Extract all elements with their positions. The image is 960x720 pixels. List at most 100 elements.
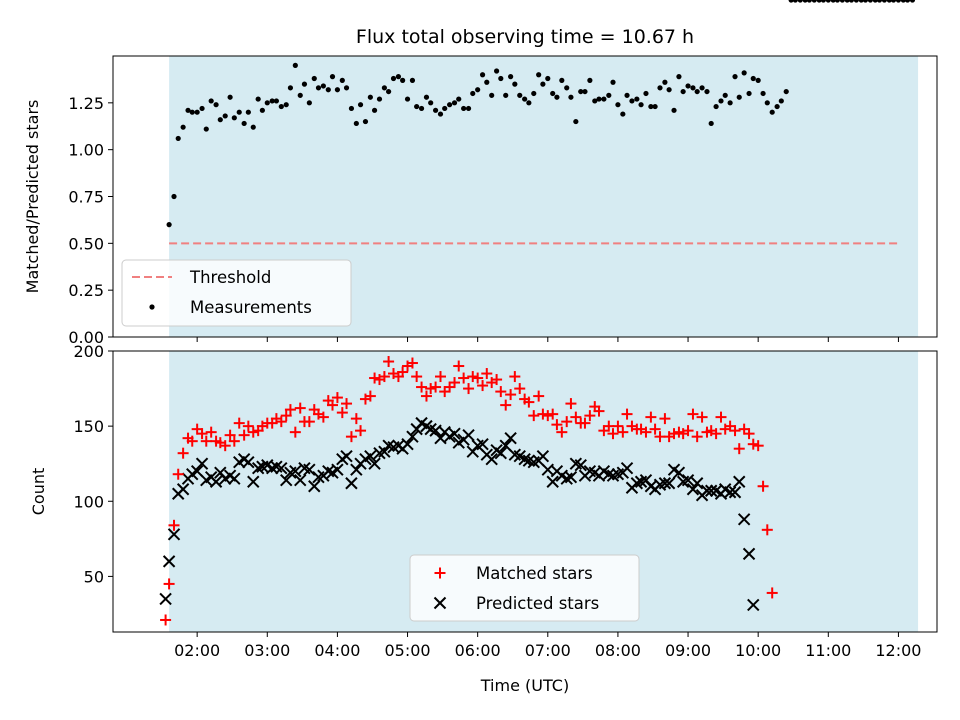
legend-box [409,554,640,622]
measurement-point [872,0,878,3]
predicted-stars-point [747,598,760,612]
predicted-stars-point [476,437,489,451]
matched-stars-point [766,587,778,599]
predicted-stars-point [494,446,508,460]
matched-stars-point [350,413,362,425]
measurement-point [423,94,430,100]
matched-stars-point [729,425,741,437]
matched-stars-point [326,399,338,411]
measurement-point [601,96,607,102]
measurement-point [769,109,775,115]
measurement-point [536,72,542,78]
measurement-point [792,0,798,3]
predicted-stars-point [574,458,587,472]
predicted-stars-point [620,462,634,475]
measurement-point [287,85,294,91]
legend-box [121,259,352,327]
measurement-point [259,107,265,113]
matched-stars-point [430,381,442,393]
measurement-point [508,74,514,80]
marker-stroke [331,463,344,476]
measurement-point [853,0,859,3]
matched-stars-point [416,381,428,393]
marker-stroke [518,452,531,466]
measurement-point [596,96,602,102]
measurement-point [273,98,279,104]
matched-stars-point [547,408,559,420]
marker-stroke [401,437,414,451]
x-axis-label: Time (UTC) [480,676,569,695]
measurement-point [479,72,486,78]
measurement-point [213,102,219,108]
predicted-stars-point [564,471,578,484]
measurement-point [666,87,672,93]
predicted-stars-point [504,431,517,445]
measurement-point [876,0,883,3]
y-tick-label: 0.75 [68,188,104,207]
marker-stroke [602,468,616,481]
marker-stroke [681,474,695,487]
measurement-point [171,193,177,200]
predicted-stars-point [406,430,419,443]
marker-stroke [583,465,597,478]
marker-stroke [494,446,508,460]
measurement-point [694,88,700,95]
measurement-point [610,79,616,85]
matched-stars-point [163,578,175,590]
measurement-point [376,96,383,102]
predicted-stars-point [209,475,223,488]
measurement-point [175,135,181,142]
marker-stroke [378,445,391,458]
measurement-point [306,100,312,106]
measurement-point [741,70,747,76]
measurement-point [395,74,402,80]
measurement-point [522,96,528,102]
predicted-stars-point [345,477,358,490]
predicted-stars-point [518,452,531,466]
measurement-point [250,124,256,130]
marker-stroke [433,596,447,610]
matched-stars-point [500,399,512,411]
predicted-stars-point [275,462,288,475]
measurement-point [858,0,864,3]
measurement-point [311,75,317,82]
measurement-point [615,102,621,108]
measurement-point [736,94,742,100]
marker-stroke [630,477,644,490]
matched-stars-point [280,410,292,422]
measurement-point [788,0,794,3]
marker-stroke [406,430,419,443]
predicted-stars-point [662,477,676,490]
measurement-point [606,92,612,98]
predicted-stars-point [728,486,742,499]
predicted-stars-point [462,428,475,442]
y-tick-label: 200 [73,342,104,361]
marker-stroke [308,480,321,493]
measurement-point [638,102,644,108]
measurement-point [470,90,476,97]
measurement-point [624,92,630,98]
marker-stroke [368,457,381,470]
count-legend: Matched stars Predicted stars [409,554,640,622]
marker-stroke [275,462,288,475]
count-panel: 50 100 150 200 02:00 03:00 04:00 05:00 06:00 07:0… [29,342,938,695]
measurement-point [825,0,831,3]
measurement-point [357,102,364,108]
predicted-stars-point [242,455,255,469]
matched-stars-point [364,390,376,402]
marker-stroke [719,483,732,496]
measurement-point [844,0,850,3]
measurement-point [320,83,326,89]
measurement-point [830,0,836,3]
matched-stars-point [172,468,184,480]
marker-stroke [448,427,461,440]
matched-stars-point [247,426,259,438]
matched-stars-point [761,524,773,536]
marker-stroke [322,465,335,478]
marker-stroke [560,472,573,485]
matched-stars-point [682,425,694,437]
measurement-point [189,109,195,115]
marker-stroke [728,486,742,499]
matched-stars-point [196,428,208,440]
matched-stars-point [200,435,212,447]
